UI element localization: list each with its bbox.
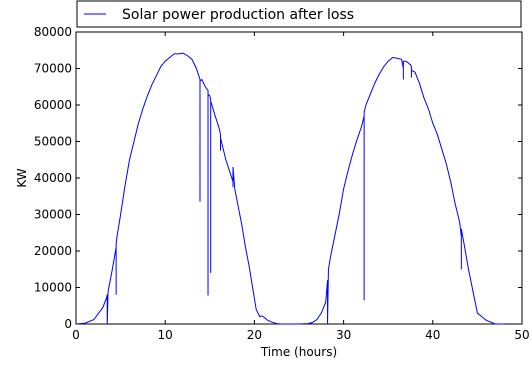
x-tick-label: 40 — [425, 328, 440, 342]
x-tick-label: 50 — [514, 328, 529, 342]
y-tick-label: 20000 — [34, 244, 72, 258]
x-axis-label: Time (hours) — [260, 345, 337, 359]
x-tick-label: 0 — [72, 328, 80, 342]
x-tick-label: 10 — [158, 328, 173, 342]
legend-box — [76, 0, 522, 28]
y-tick-label: 10000 — [34, 281, 72, 295]
data-layer — [75, 52, 505, 325]
y-tick-label: 80000 — [34, 25, 72, 39]
y-tick-label: 0 — [64, 317, 72, 331]
x-tick-label: 30 — [336, 328, 351, 342]
legend: Solar power production after loss — [76, 0, 522, 28]
y-tick-label: 70000 — [34, 62, 72, 76]
series-line-solar-power — [75, 52, 505, 325]
y-axis-label: KW — [15, 168, 29, 187]
y-tick-label: 60000 — [34, 98, 72, 112]
y-tick-label: 30000 — [34, 208, 72, 222]
legend-label: Solar power production after loss — [122, 7, 354, 23]
x-tick-label: 20 — [247, 328, 262, 342]
y-tick-label: 40000 — [34, 171, 72, 185]
y-tick-label: 50000 — [34, 135, 72, 149]
